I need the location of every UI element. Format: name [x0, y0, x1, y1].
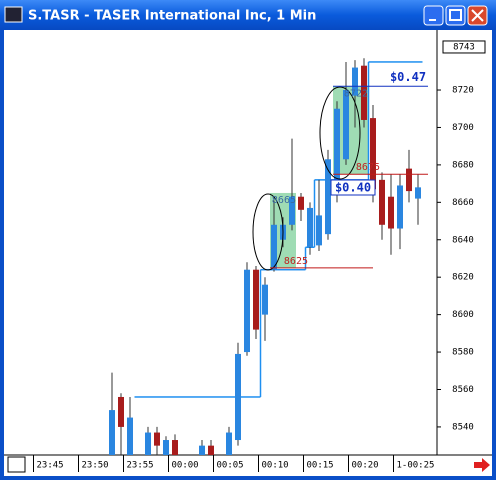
candle-body [262, 284, 268, 315]
candle-body [298, 196, 304, 210]
maximize-icon [449, 9, 462, 21]
candle-body [397, 185, 403, 229]
candle-body [154, 432, 160, 446]
x-tick-label: 1-00:25 [397, 461, 435, 471]
candle-body [253, 269, 259, 330]
scroll-arrow[interactable] [474, 458, 490, 472]
candle-body [172, 440, 178, 455]
y-tick-label: 8700 [452, 123, 474, 133]
y-tick-label: 8540 [452, 422, 474, 432]
candle-body [361, 65, 367, 120]
y-tick-label: 8620 [452, 273, 474, 283]
y-tick-label: 8600 [452, 310, 474, 320]
move-box [330, 179, 376, 196]
y-tick-label: 8680 [452, 160, 474, 170]
last-price-label: 8743 [453, 42, 475, 52]
x-tick-label: 00:05 [217, 461, 244, 471]
zone-low-label: 8675 [356, 162, 380, 173]
x-tick-label: 00:20 [352, 461, 379, 471]
candle-body [415, 187, 421, 199]
x-tick-label: 23:55 [127, 461, 154, 471]
candle-body [208, 445, 214, 455]
x-tick-label: 00:00 [172, 461, 199, 471]
candle-body [289, 196, 295, 225]
candle-body [334, 108, 340, 195]
plot: 8540 8560 8580 8600 8620 8640 8660 8680 8700 8720… [33, 40, 486, 472]
client-area [4, 30, 492, 476]
x-tick-label: 23:45 [37, 461, 64, 471]
zone-high-label: 8722 [344, 88, 368, 99]
y-tick-label: 8660 [452, 198, 474, 208]
move-label: $0.47 [390, 70, 426, 84]
y-tick-label: 8720 [452, 86, 474, 96]
candle-body [307, 207, 313, 248]
zone-ellipse [252, 193, 284, 271]
move-label: $0.40 [335, 181, 371, 195]
y-tick-label: 8560 [452, 385, 474, 395]
last-price-box [442, 40, 486, 54]
candle-body [352, 67, 358, 96]
candle-body [343, 90, 349, 160]
zone-low-label: 8625 [284, 256, 308, 267]
candle-body [118, 396, 124, 427]
title-bar [0, 0, 496, 30]
candle-body [244, 269, 250, 353]
candle-body [226, 432, 232, 455]
zone-ellipse [319, 86, 361, 180]
close-icon [471, 9, 484, 22]
y-tick-label: 8640 [452, 235, 474, 245]
corner-box[interactable] [7, 456, 26, 473]
candle-body [325, 159, 331, 235]
candle-body [109, 410, 115, 455]
candle-body [163, 440, 169, 455]
y-tick-label: 8580 [452, 348, 474, 358]
minimize-button[interactable] [423, 5, 444, 26]
candle-body [370, 118, 376, 190]
candle-body [406, 168, 412, 192]
candle-body [379, 179, 385, 225]
x-tick-label: 00:10 [262, 461, 289, 471]
candle-body [199, 445, 205, 455]
candle-body [271, 224, 277, 270]
candle-body [145, 432, 151, 455]
candle-body [388, 196, 394, 229]
app-icon [4, 6, 23, 23]
candle-body [316, 215, 322, 246]
maximize-button[interactable] [445, 5, 466, 26]
candle-body [127, 417, 133, 455]
x-tick-label: 23:50 [82, 461, 109, 471]
candle-body [235, 353, 241, 441]
x-tick-label: 00:15 [307, 461, 334, 471]
zone-high-label: 8665 [272, 195, 296, 206]
window-title: S.TASR - TASER International Inc, 1 Min [28, 9, 316, 24]
